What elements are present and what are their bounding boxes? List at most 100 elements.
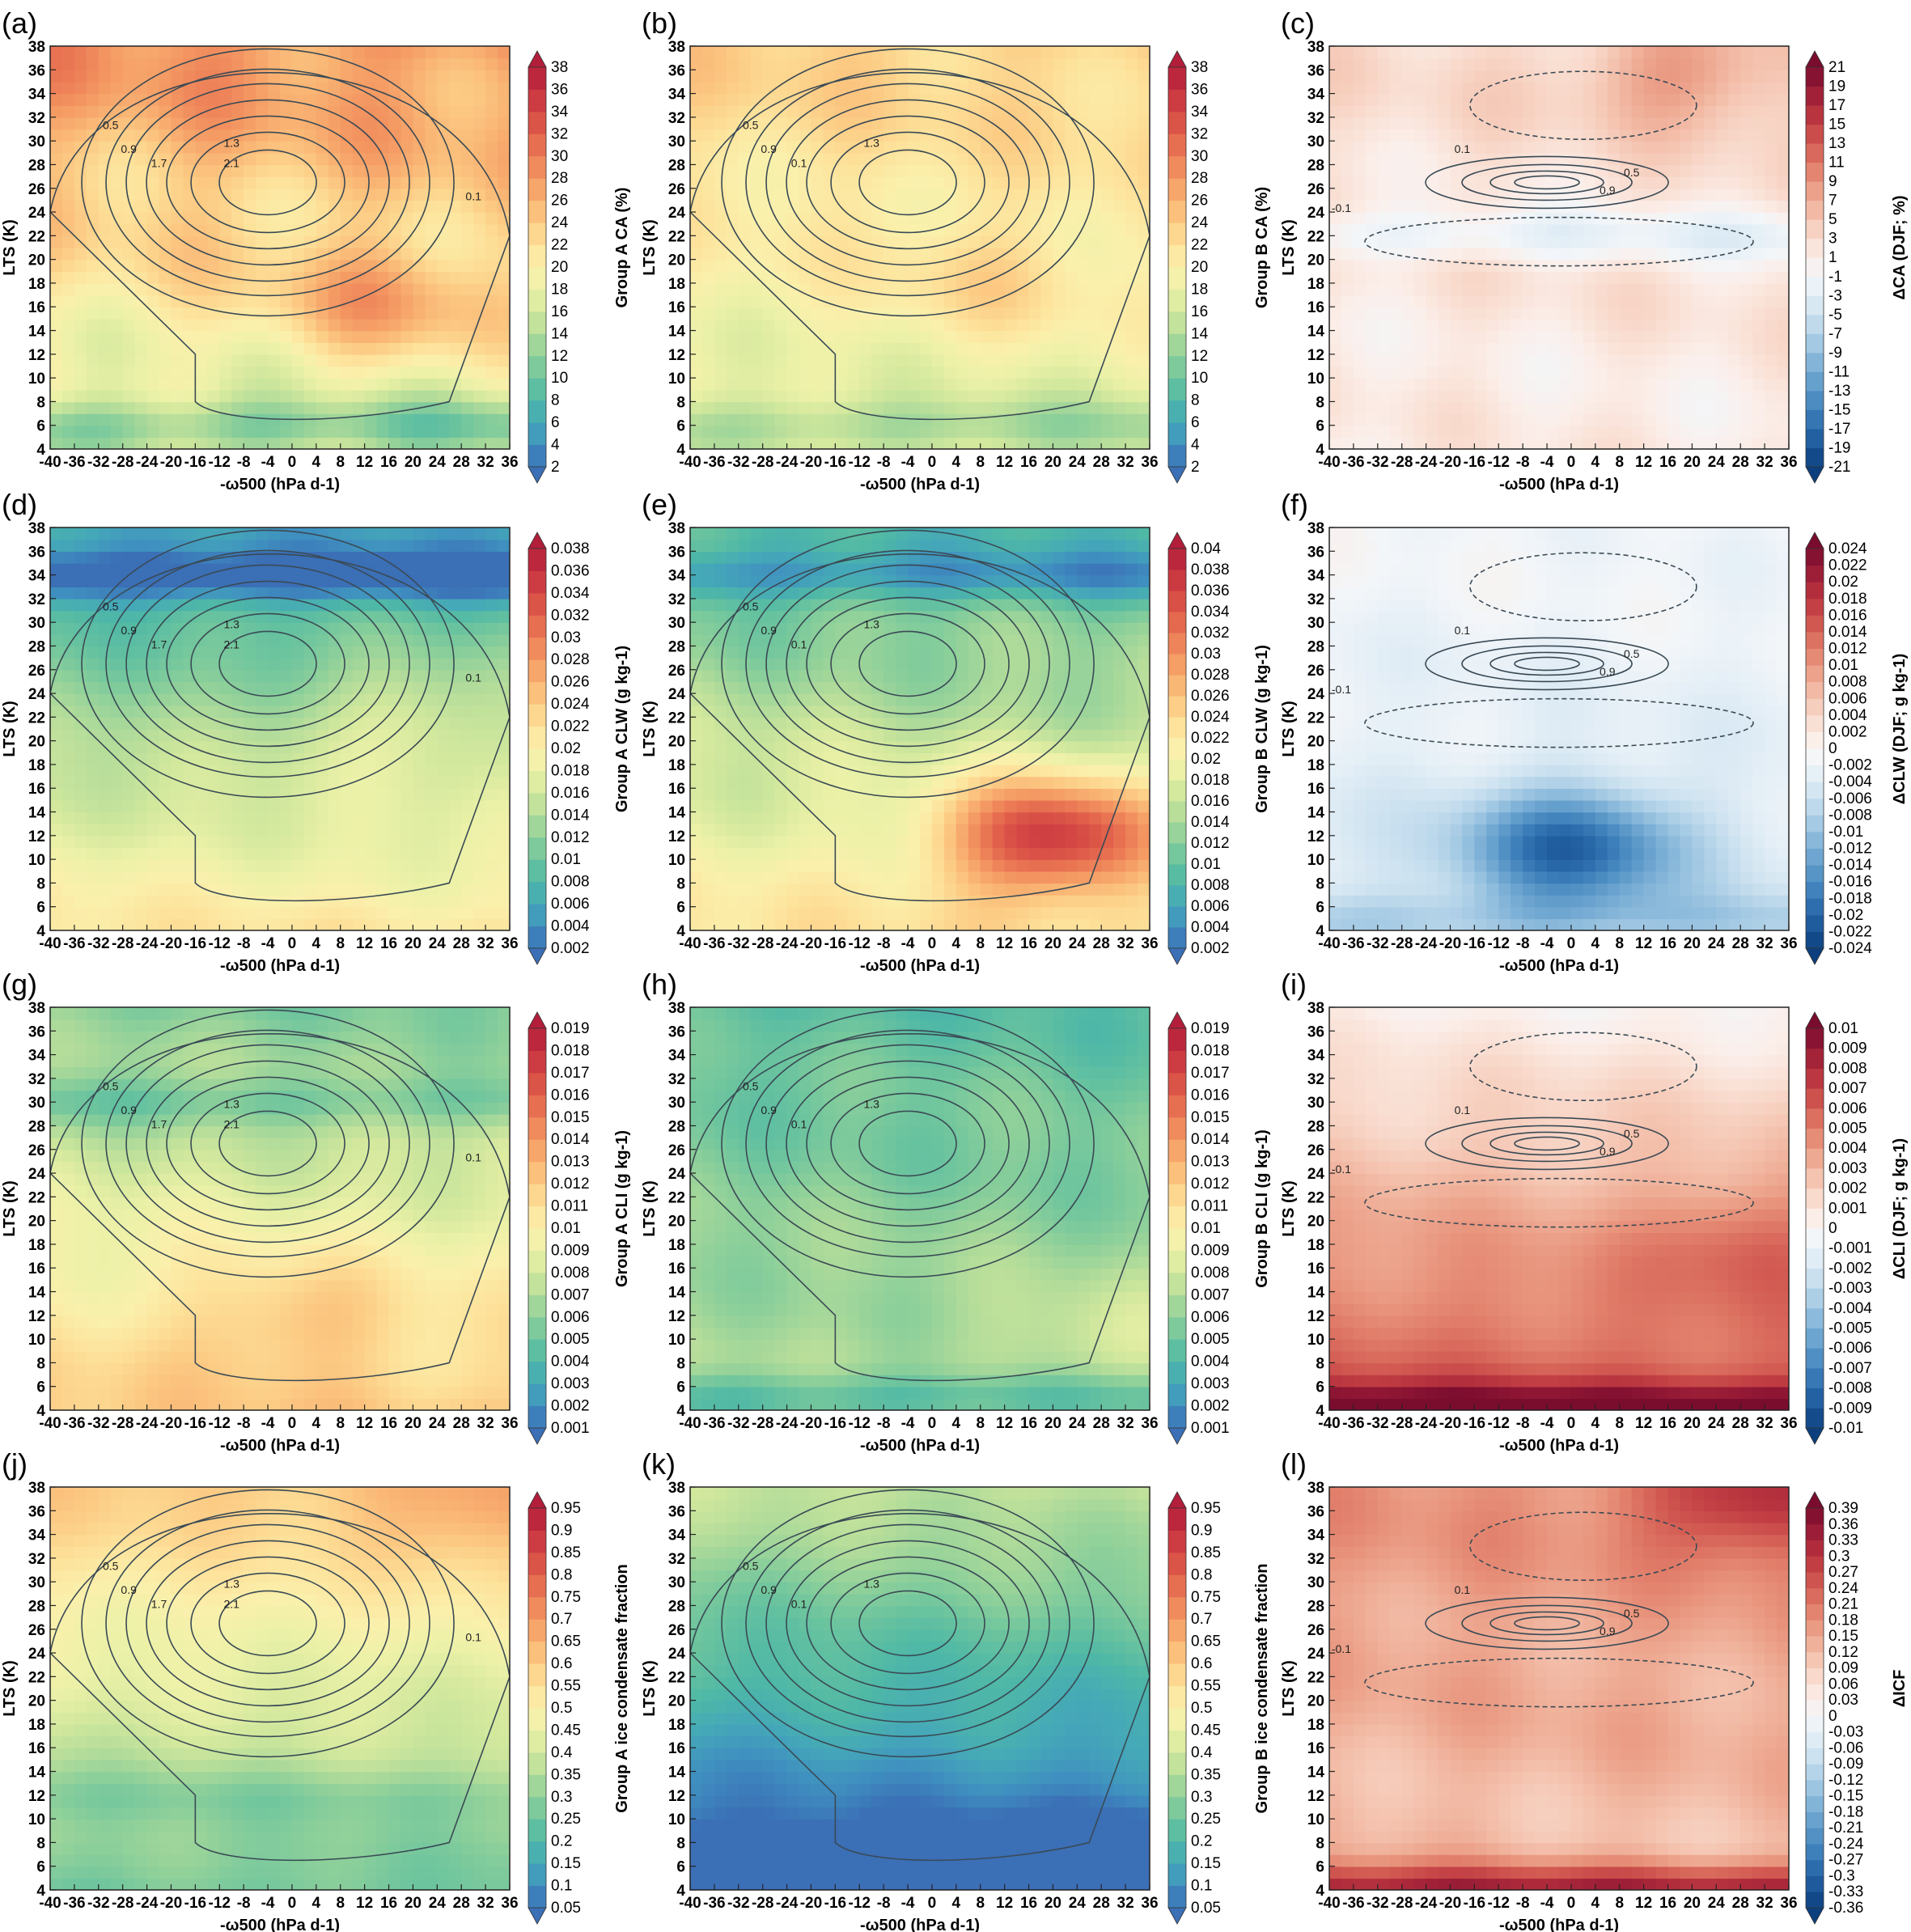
heatmap-cell [1523, 401, 1536, 414]
heatmap-cell [1595, 282, 1608, 296]
heatmap-cell [244, 93, 256, 106]
heatmap-cell [1583, 330, 1596, 343]
heatmap-cell [183, 57, 197, 70]
heatmap-cell [1089, 93, 1102, 106]
heatmap-cell [244, 141, 256, 154]
heatmap-cell [968, 57, 981, 70]
heatmap-cell [1138, 223, 1150, 237]
heatmap-cell [1401, 366, 1415, 379]
heatmap-cell [74, 883, 87, 896]
heatmap-cell [1353, 200, 1367, 213]
heatmap-cell [1450, 425, 1464, 439]
heatmap-cell [256, 188, 269, 201]
heatmap-cell [61, 776, 75, 789]
heatmap-cell [1040, 342, 1054, 355]
heatmap-cell [328, 330, 341, 343]
heatmap-cell [376, 425, 390, 439]
heatmap-cell [920, 389, 933, 403]
heatmap-cell [183, 425, 197, 439]
heatmap-cell [473, 330, 486, 343]
heatmap-cell [992, 164, 1006, 177]
heatmap-cell [74, 437, 87, 449]
heatmap-cell [280, 117, 293, 130]
heatmap-cell [1365, 378, 1379, 391]
heatmap-cell [74, 259, 87, 272]
heatmap-cell [786, 271, 800, 284]
heatmap-cell [134, 883, 148, 896]
heatmap-cell [1377, 93, 1391, 106]
heatmap-cell [1498, 93, 1511, 106]
x-tick-label: 12 [356, 454, 373, 471]
heatmap-cell [1523, 235, 1536, 248]
heatmap-cell [280, 271, 293, 284]
heatmap-cell [110, 81, 124, 95]
heatmap-cell [219, 401, 232, 414]
heatmap-cell [1547, 93, 1560, 106]
heatmap-cell [1511, 389, 1523, 403]
heatmap-cell [1329, 105, 1342, 118]
heatmap-cell [1498, 271, 1511, 284]
heatmap-cell [1329, 318, 1342, 332]
heatmap-cell [1053, 307, 1066, 320]
heatmap-cell [750, 318, 764, 332]
heatmap-cell [1667, 342, 1681, 355]
heatmap-cell [1426, 176, 1439, 189]
heatmap-cell [1474, 437, 1488, 449]
heatmap-cell [1752, 318, 1765, 332]
heatmap-cell [762, 318, 776, 332]
heatmap-cell [159, 248, 172, 261]
heatmap-cell [256, 330, 269, 343]
heatmap-cell [388, 70, 402, 83]
heatmap-cell [122, 70, 136, 83]
heatmap-cell [376, 117, 390, 130]
heatmap-cell [750, 93, 764, 106]
heatmap-cell [400, 129, 414, 142]
heatmap-cell [1016, 152, 1030, 166]
heatmap-cell [1523, 271, 1536, 284]
heatmap-cell [231, 188, 244, 201]
heatmap-cell [1353, 413, 1367, 426]
heatmap-cell [1389, 354, 1403, 367]
heatmap-cell [195, 705, 209, 718]
heatmap-cell [1101, 176, 1114, 189]
heatmap-cell [1016, 46, 1030, 59]
heatmap-cell [908, 330, 921, 343]
heatmap-cell [1450, 378, 1464, 391]
heatmap-cell [244, 658, 256, 671]
heatmap-cell [1752, 188, 1765, 201]
heatmap-cell [714, 46, 727, 59]
heatmap-cell [726, 235, 739, 248]
x-tick-label: 28 [453, 454, 470, 471]
heatmap-cell [1401, 176, 1415, 189]
heatmap-cell [1777, 271, 1789, 284]
heatmap-cell [1089, 200, 1102, 213]
y-tick-label: 20 [1307, 252, 1324, 269]
heatmap-cell [1462, 294, 1476, 307]
heatmap-cell [1053, 389, 1066, 403]
heatmap-cell [195, 46, 209, 59]
heatmap-cell [871, 378, 884, 391]
colorbar-label: 15 [1828, 117, 1845, 133]
heatmap-cell [98, 847, 112, 860]
heatmap-cell [74, 693, 87, 706]
heatmap-cell [425, 188, 439, 201]
heatmap-cell [74, 248, 87, 261]
heatmap-cell [1138, 282, 1150, 296]
heatmap-cell [195, 562, 209, 576]
heatmap-cell [376, 248, 390, 261]
heatmap-cell [340, 389, 354, 403]
heatmap-cell [280, 551, 293, 564]
heatmap-cell [1523, 117, 1536, 130]
heatmap-cell [931, 378, 945, 391]
heatmap-cell [195, 776, 209, 789]
heatmap-cell [110, 46, 124, 59]
heatmap-cell [244, 259, 256, 272]
heatmap-cell [1329, 425, 1342, 439]
heatmap-cell [231, 401, 244, 414]
heatmap-cell [110, 598, 124, 612]
heatmap-cell [1138, 342, 1150, 355]
heatmap-cell [1655, 282, 1669, 296]
heatmap-cell [171, 401, 184, 414]
heatmap-cell [183, 705, 197, 718]
heatmap-cell [171, 587, 184, 600]
